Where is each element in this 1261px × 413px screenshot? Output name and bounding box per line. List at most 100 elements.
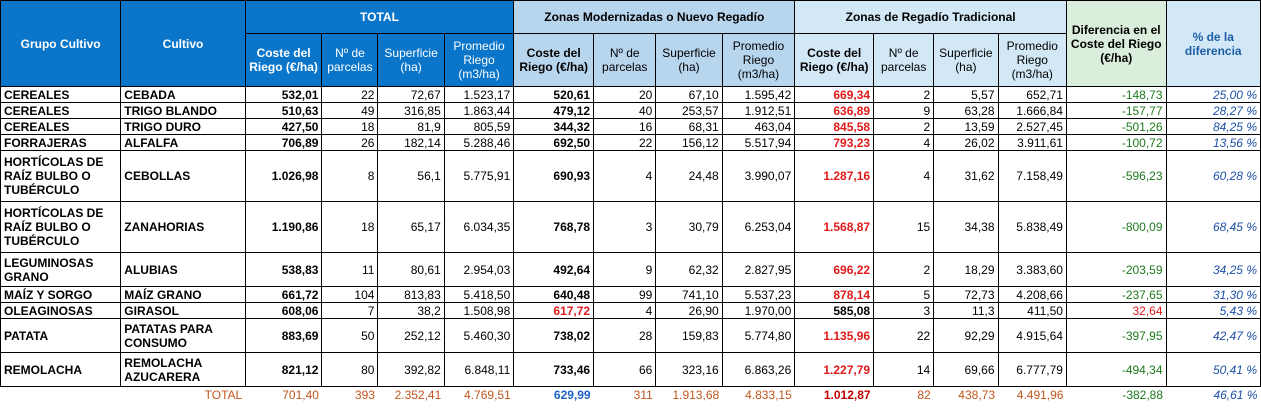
cell-t-prom: 5.288,46	[443, 134, 515, 151]
cell-t-prom: 6.848,11	[443, 352, 515, 387]
cell-m-sup: 156,12	[655, 134, 723, 151]
cell-t-parc: 7	[321, 302, 379, 319]
cell-pct: 84,25 %	[1165, 118, 1261, 135]
cell-r-coste: 1.135,96	[794, 318, 875, 353]
cell-r-sup: 31,62	[933, 150, 999, 202]
cell-r-parc: 3	[873, 302, 935, 319]
cell-m-sup: 323,16	[655, 352, 723, 387]
cell-grupo: HORTÍCOLAS DE RAÍZ BULBO O TUBÉRCULO	[0, 150, 122, 202]
cell-cultivo: ALUBIAS	[120, 252, 246, 287]
cell-m-prom: 3.990,07	[721, 150, 796, 202]
cell-grupo: LEGUMINOSAS GRANO	[0, 252, 122, 287]
cell-dif: 32,64	[1065, 302, 1167, 319]
cell-dif: -501,26	[1065, 118, 1167, 135]
table-row: HORTÍCOLAS DE RAÍZ BULBO O TUBÉRCULO ZANA…	[0, 201, 1261, 253]
cell-r-prom: 7.158,49	[997, 150, 1067, 202]
cell-m-sup: 67,10	[655, 86, 723, 103]
cell-pct: 50,41 %	[1165, 352, 1261, 387]
header-porcentaje: % de la diferencia	[1165, 0, 1261, 87]
cell-cultivo: PATATAS PARA CONSUMO	[120, 318, 246, 353]
cell-r-parc: 2	[873, 118, 935, 135]
cell-t-sup: 81,9	[377, 118, 445, 135]
cell-pct: 25,00 %	[1165, 86, 1261, 103]
cell-r-coste: 793,23	[794, 134, 875, 151]
cell-r-sup: 5,57	[933, 86, 999, 103]
cell-pct: 34,25 %	[1165, 252, 1261, 287]
table-body: CEREALES CEBADA 532,01 22 72,67 1.523,17 520,6…	[0, 86, 1261, 404]
cell-r-prom: 3.911,61	[997, 134, 1067, 151]
header-zonas-tradicional: Zonas de Regadío Tradicional	[794, 0, 1067, 34]
cell-t-parc: 104	[321, 286, 379, 303]
cell-m-coste: 344,32	[513, 118, 595, 135]
table-row: CEREALES CEBADA 532,01 22 72,67 1.523,17 520,6…	[0, 86, 1261, 103]
total-r-sup: 438,73	[958, 388, 995, 403]
cell-r-prom: 6.777,79	[997, 352, 1067, 387]
cell-r-coste: 1.227,79	[794, 352, 875, 387]
table-row: HORTÍCOLAS DE RAÍZ BULBO O TUBÉRCULO CEBO…	[0, 150, 1261, 202]
cell-m-sup: 62,32	[655, 252, 723, 287]
cell-r-sup: 63,28	[933, 102, 999, 119]
cell-dif: -203,59	[1065, 252, 1167, 287]
cell-r-prom: 4.915,64	[997, 318, 1067, 353]
cell-grupo: PATATA	[0, 318, 122, 353]
cell-r-prom: 3.383,60	[997, 252, 1067, 287]
cell-cultivo: REMOLACHA AZUCARERA	[120, 352, 246, 387]
cell-t-coste: 532,01	[244, 86, 323, 103]
cell-grupo: CEREALES	[0, 86, 122, 103]
cell-dif: -100,72	[1065, 134, 1167, 151]
cell-m-parc: 4	[593, 302, 657, 319]
cell-m-prom: 5.537,23	[721, 286, 796, 303]
cell-dif: -148,73	[1065, 86, 1167, 103]
cell-pct: 31,30 %	[1165, 286, 1261, 303]
cell-m-sup: 26,90	[655, 302, 723, 319]
cell-r-sup: 13,59	[933, 118, 999, 135]
cell-pct: 5,43 %	[1165, 302, 1261, 319]
cell-m-parc: 22	[593, 134, 657, 151]
cell-r-coste: 1.568,87	[794, 201, 875, 253]
cell-m-coste: 479,12	[513, 102, 595, 119]
table-row: OLEAGINOSAS GIRASOL 608,06 7 38,2 1.508,98 617…	[0, 302, 1261, 319]
header-mod-promedio: Promedio Riego (m3/ha)	[721, 33, 796, 87]
header-total: TOTAL	[244, 0, 515, 34]
cell-t-sup: 813,83	[377, 286, 445, 303]
cell-cultivo: MAÍZ GRANO	[120, 286, 246, 303]
cell-t-parc: 22	[321, 86, 379, 103]
cell-m-coste: 692,50	[513, 134, 595, 151]
cell-t-parc: 26	[321, 134, 379, 151]
cell-m-coste: 520,61	[513, 86, 595, 103]
cell-t-parc: 8	[321, 150, 379, 202]
cell-t-coste: 1.026,98	[244, 150, 323, 202]
header-zonas-modernizadas: Zonas Modernizadas o Nuevo Regadío	[513, 0, 796, 34]
cell-r-parc: 4	[873, 134, 935, 151]
total-r-coste: 1.012,87	[823, 388, 871, 403]
cell-t-sup: 65,17	[377, 201, 445, 253]
cell-r-sup: 18,29	[933, 252, 999, 287]
cell-pct: 28,27 %	[1165, 102, 1261, 119]
cell-m-prom: 1.970,00	[721, 302, 796, 319]
cell-m-coste: 738,02	[513, 318, 595, 353]
table-row: CEREALES TRIGO DURO 427,50 18 81,9 805,59 344,…	[0, 118, 1261, 135]
cell-r-coste: 669,34	[794, 86, 875, 103]
cell-m-prom: 1.912,51	[721, 102, 796, 119]
table-row: CEREALES TRIGO BLANDO 510,63 49 316,85 1.863,…	[0, 102, 1261, 119]
cell-r-sup: 72,73	[933, 286, 999, 303]
cell-grupo: CEREALES	[0, 102, 122, 119]
cell-m-coste: 617,72	[513, 302, 595, 319]
table-row: REMOLACHA REMOLACHA AZUCARERA 821,12 80 392,…	[0, 352, 1261, 387]
cell-r-coste: 845,58	[794, 118, 875, 135]
total-r-prom: 4.491,96	[1016, 388, 1064, 403]
cell-r-coste: 878,14	[794, 286, 875, 303]
cell-t-parc: 11	[321, 252, 379, 287]
cell-dif: -800,09	[1065, 201, 1167, 253]
total-t-parc: 393	[354, 388, 375, 403]
cell-t-sup: 56,1	[377, 150, 445, 202]
cell-r-parc: 2	[873, 252, 935, 287]
cell-m-sup: 30,79	[655, 201, 723, 253]
header-diferencia: Diferencia en el Coste del Riego (€/ha)	[1065, 0, 1167, 87]
total-pct: 46,61 %	[1213, 388, 1258, 403]
cell-r-prom: 4.208,66	[997, 286, 1067, 303]
cell-m-sup: 253,57	[655, 102, 723, 119]
cell-cultivo: ALFALFA	[120, 134, 246, 151]
cell-t-coste: 883,69	[244, 318, 323, 353]
header-mod-superficie: Superficie (ha)	[655, 33, 723, 87]
